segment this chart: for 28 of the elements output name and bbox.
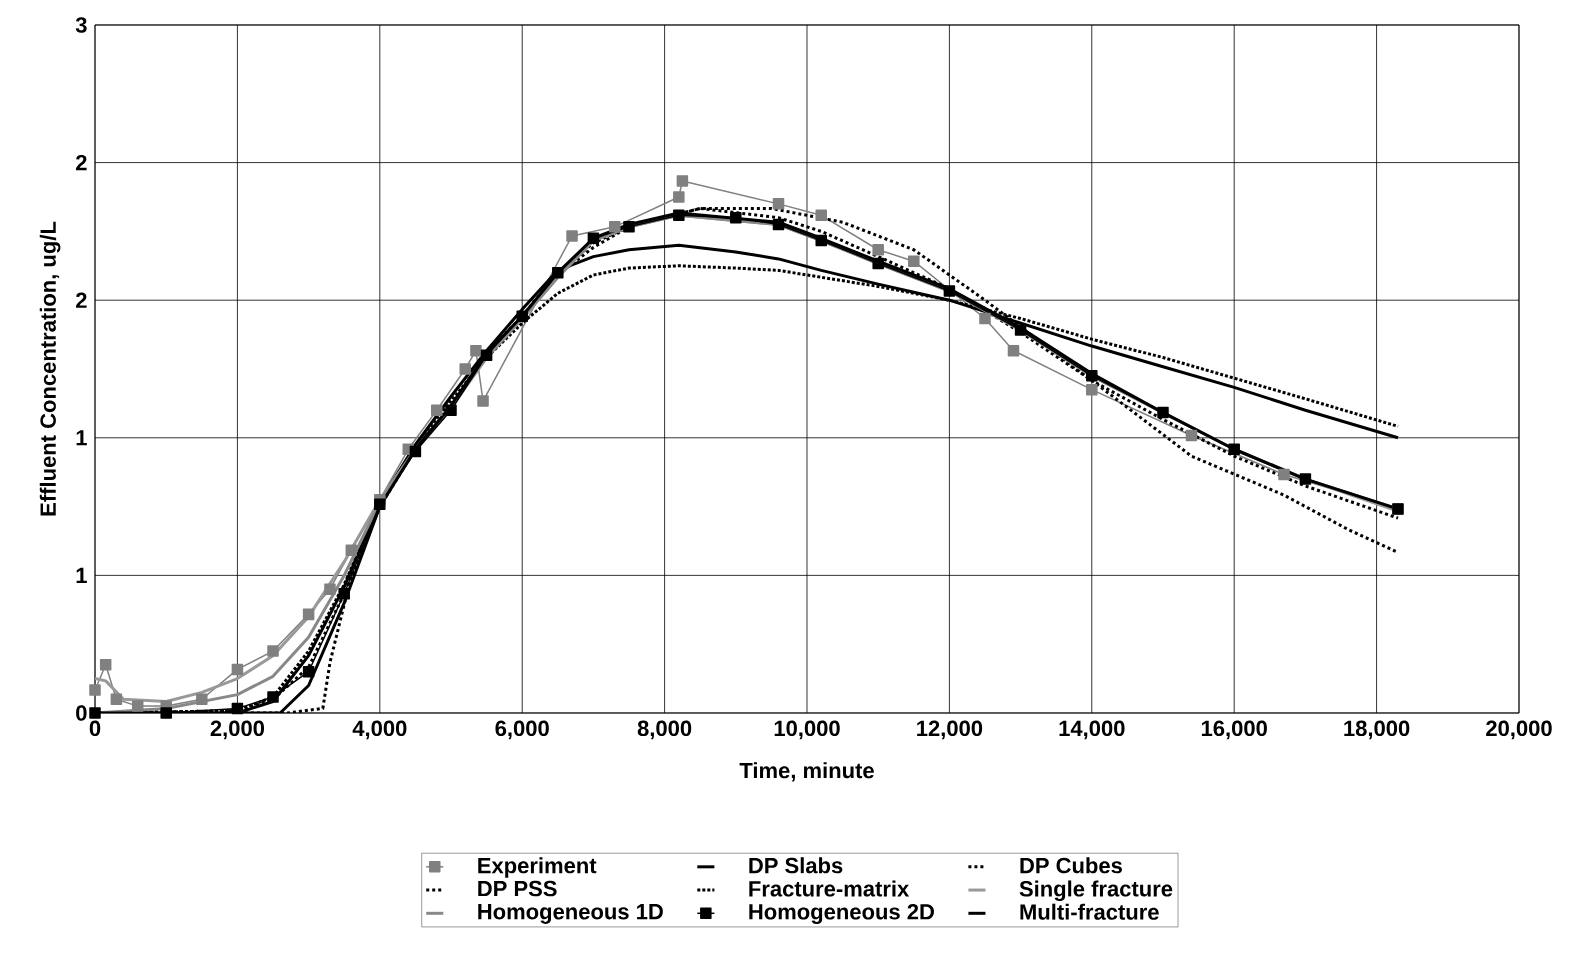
y-tick-label: 2 (76, 154, 87, 171)
y-tick-label: 2 (76, 292, 87, 308)
legend-label: Fracture-matrix (749, 880, 910, 897)
x-tick-label: 16,000 (1201, 720, 1267, 740)
x-axis-title: Time, minute (739, 762, 874, 782)
x-tick-label: 18,000 (1344, 720, 1410, 740)
y-tick-label: 0 (76, 705, 87, 721)
legend-label: Homogeneous 1D (478, 904, 663, 924)
x-tick-label: 10,000 (774, 720, 840, 740)
legend-label: DP PSS (478, 880, 557, 897)
x-tick-label: 20,000 (1486, 720, 1552, 740)
x-tick-label: 2,000 (210, 720, 265, 740)
legend-label: Experiment (478, 857, 597, 878)
legend-label: DP Slabs (749, 857, 843, 874)
x-tick-label: 14,000 (1059, 720, 1125, 740)
x-tick-label: 8,000 (637, 720, 692, 740)
y-tick-label: 1 (76, 567, 87, 583)
x-tick-label: 12,000 (917, 720, 983, 740)
y-tick-label: 1 (76, 430, 87, 446)
y-axis-title: Effluent Concentration, ug/L (39, 221, 61, 516)
legend-label: Multi-fracture (1020, 903, 1159, 920)
legend-label: Homogeneous 2D (749, 903, 934, 924)
x-tick-label: 0 (89, 720, 101, 737)
x-tick-label: 6,000 (495, 720, 549, 740)
legend-label: Single fracture (1019, 880, 1173, 902)
x-tick-label: 4,000 (352, 720, 407, 740)
legend-label: DP Cubes (1020, 857, 1122, 874)
y-tick-label: 3 (75, 17, 87, 33)
